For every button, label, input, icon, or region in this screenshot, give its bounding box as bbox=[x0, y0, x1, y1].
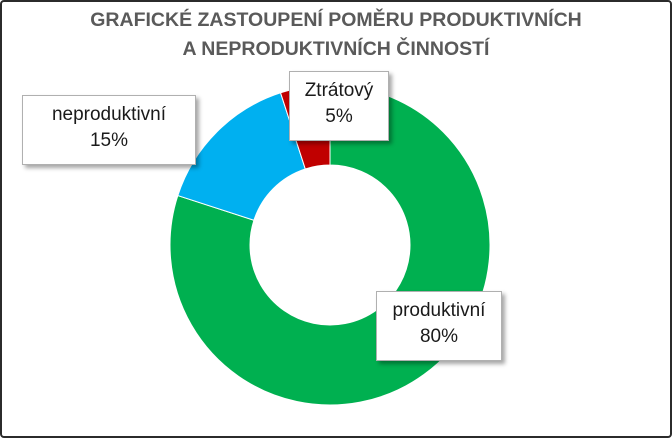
data-label-value: 15% bbox=[89, 130, 129, 151]
data-label-produktivni: produktivní 80% bbox=[376, 291, 502, 361]
data-label-category: Ztrátový bbox=[304, 80, 374, 101]
donut-slice-2 bbox=[177, 92, 306, 221]
data-label-ztratovy: Ztrátový 5% bbox=[289, 71, 389, 141]
data-label-category: neproduktivní bbox=[51, 104, 167, 125]
data-label-value: 5% bbox=[325, 106, 353, 127]
data-label-neproduktivni: neproduktivní 15% bbox=[22, 95, 196, 165]
chart-title-line-1: GRAFICKÉ ZASTOUPENÍ POMĚRU PRODUKTIVNÍCH bbox=[90, 9, 582, 31]
data-label-category: produktivní bbox=[392, 300, 486, 321]
chart-title: GRAFICKÉ ZASTOUPENÍ POMĚRU PRODUKTIVNÍCH… bbox=[0, 6, 672, 64]
data-label-value: 80% bbox=[419, 326, 459, 347]
chart-title-line-2: A NEPRODUKTIVNÍCH ČINNOSTÍ bbox=[182, 38, 490, 60]
